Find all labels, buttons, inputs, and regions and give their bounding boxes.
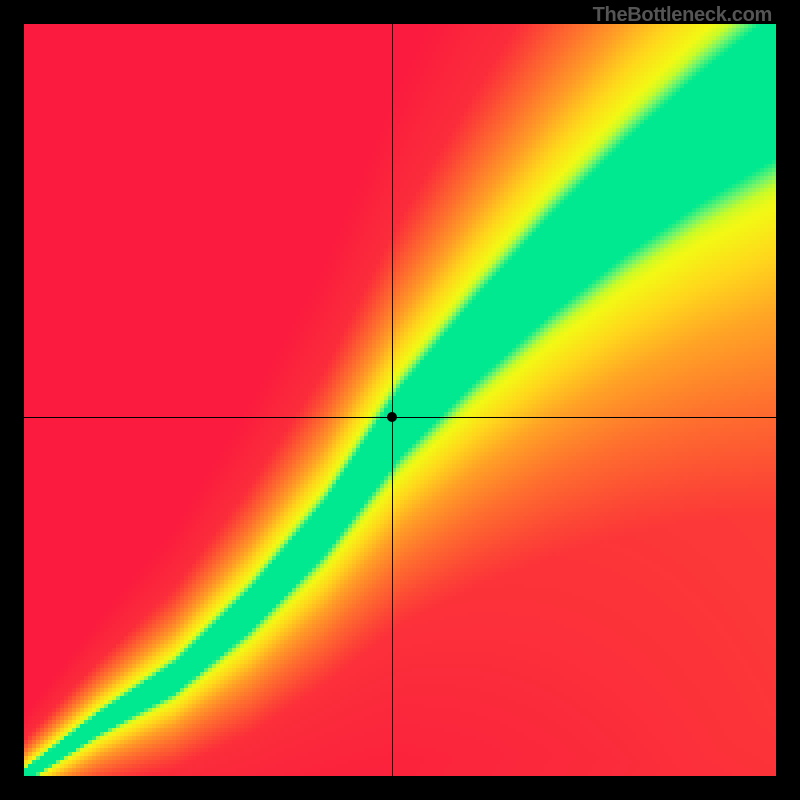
crosshair-vertical — [392, 24, 393, 776]
crosshair-horizontal — [24, 417, 776, 418]
watermark-text: TheBottleneck.com — [593, 4, 772, 27]
plot-frame — [24, 24, 776, 776]
heatmap-canvas — [24, 24, 776, 776]
data-point-marker — [387, 412, 397, 422]
